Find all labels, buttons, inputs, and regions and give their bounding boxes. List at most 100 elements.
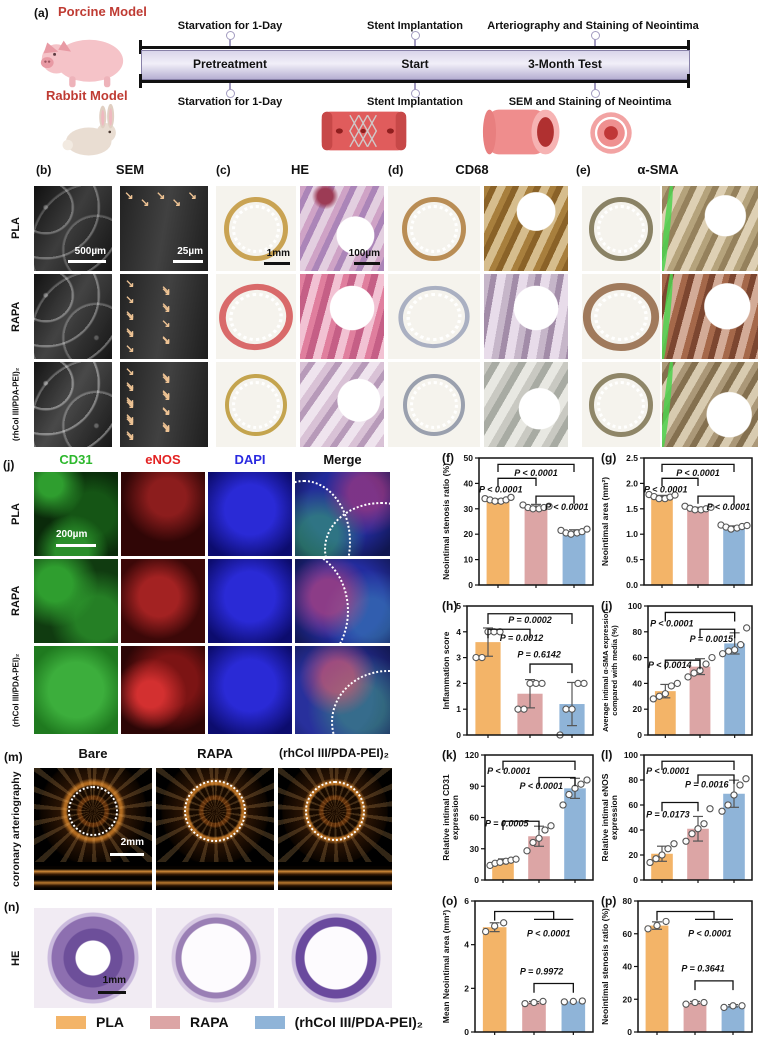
scalebar-label: 25µm xyxy=(177,246,203,257)
timeline-pin-stem xyxy=(594,39,596,46)
panel-letter: (p) xyxy=(601,894,617,908)
timeline-pin-icon xyxy=(591,89,600,98)
oct-image-rhcol xyxy=(278,768,392,890)
oct-image-bare: 2mm xyxy=(34,768,152,890)
svg-text:60: 60 xyxy=(633,653,643,663)
svg-text:100: 100 xyxy=(628,601,642,611)
panel-e-header: α-SMA xyxy=(637,162,679,177)
svg-text:P = 0.0016: P = 0.0016 xyxy=(685,780,729,790)
svg-text:Relative intimal eNOS: Relative intimal eNOS xyxy=(600,773,610,861)
svg-text:expression: expression xyxy=(609,795,619,840)
svg-text:Mean Neointimal area (mm²): Mean Neointimal area (mm²) xyxy=(441,910,451,1024)
svg-text:2.5: 2.5 xyxy=(626,453,638,463)
scalebar xyxy=(173,260,203,263)
svg-text:P < 0.0001: P < 0.0001 xyxy=(514,468,557,478)
row-label-pla: PLA xyxy=(10,503,22,525)
panel-e-letter: (e) xyxy=(576,163,591,177)
neointima-arrow-icon: ↘ xyxy=(125,293,135,306)
svg-text:30: 30 xyxy=(464,504,474,514)
dapi-fluoro-image xyxy=(208,646,292,734)
timeline-right-cap-top xyxy=(687,40,690,54)
timeline-bottom-label-3: SEM and Staining of Neointima xyxy=(508,96,672,108)
bar-chart-plot: 0 1 2 3 4 5 Inflammation score P = 0.0002 P = 0.… xyxy=(441,601,594,740)
row-label-rhcol: (rhCol III/PDA-PEI)₂ xyxy=(11,653,21,727)
fluoro-header-merge: Merge xyxy=(323,452,362,467)
he-ring-image xyxy=(216,274,296,359)
svg-text:100: 100 xyxy=(624,750,638,760)
svg-text:0: 0 xyxy=(456,730,461,740)
vessel-tube-illustration xyxy=(482,109,560,155)
svg-text:0: 0 xyxy=(637,730,642,740)
timeline-bottom-line xyxy=(140,80,690,83)
he-rabbit-image-rhcol xyxy=(278,908,392,1008)
svg-text:P < 0.0001: P < 0.0001 xyxy=(676,468,719,478)
svg-text:60: 60 xyxy=(623,929,633,939)
scalebar xyxy=(56,544,96,547)
svg-text:P = 0.9972: P = 0.9972 xyxy=(520,966,563,976)
svg-text:30: 30 xyxy=(470,844,480,854)
timeline-pin-stem xyxy=(414,39,416,46)
oct-image-rapa xyxy=(156,768,274,890)
panel-d-header: CD68 xyxy=(455,162,489,177)
timeline-pin-icon xyxy=(226,89,235,98)
panel-letter: (h) xyxy=(442,599,458,613)
bar-chart-plot: 0 20 40 60 80 Neointimal stenosis ratio (%) P … xyxy=(600,896,753,1037)
scalebar xyxy=(264,262,290,265)
neointima-arrow-icon: ↘ xyxy=(125,309,135,321)
he-rabbit-image-rapa xyxy=(156,908,274,1008)
bar-chart-plot: 0 10 20 30 40 50 Neointimal stenosis ratio (%)… xyxy=(441,453,594,590)
panel-a-letter: (a) xyxy=(34,6,49,20)
legend-item-pla: PLA xyxy=(56,1014,124,1030)
legend-label-pla: PLA xyxy=(96,1014,124,1030)
cd31-fluoro-image: 200µm xyxy=(34,472,118,556)
svg-text:10: 10 xyxy=(464,555,474,565)
asma-ring-image xyxy=(582,186,660,271)
neointima-arrow-icon: ↘ xyxy=(161,335,171,348)
timeline-pin-icon xyxy=(411,89,420,98)
neointima-arrow-icon: ↘ xyxy=(161,421,171,434)
svg-text:80: 80 xyxy=(633,627,643,637)
cd68-ring-image xyxy=(388,186,480,271)
timeline-phase-start: Start xyxy=(401,57,429,71)
chart-mean-neointimal-area-rabbit: 0 2 4 6 Mean Neointimal area (mm²) P < 0.0001… xyxy=(441,893,599,1044)
timeline-top-label-1: Starvation for 1-Day xyxy=(177,20,283,32)
svg-text:1.0: 1.0 xyxy=(626,529,638,539)
svg-text:P < 0.0001: P < 0.0001 xyxy=(479,484,522,494)
timeline-pin-stem xyxy=(414,83,416,90)
svg-text:40: 40 xyxy=(633,678,643,688)
bar-chart-plot: 0 30 60 90 120 Relative intimal CD31 expressio… xyxy=(441,750,594,885)
oct-header-rapa: RAPA xyxy=(197,746,233,761)
panel-b-header: SEM xyxy=(115,162,145,177)
panel-letter: (k) xyxy=(442,748,457,762)
cd68-ring-image xyxy=(388,362,480,447)
svg-text:20: 20 xyxy=(464,529,474,539)
timeline-pin-icon xyxy=(411,31,420,40)
scalebar xyxy=(68,260,106,263)
svg-text:6: 6 xyxy=(464,896,469,906)
timeline-left-cap-bottom xyxy=(139,74,142,88)
chart-inflammation-score: 0 1 2 3 4 5 Inflammation score P = 0.0002 P = 0.… xyxy=(441,598,599,747)
bar-chart-plot: 0.0 0.5 1.0 1.5 2.0 2.5 Neointimal area (mm²) P… xyxy=(600,453,753,590)
svg-text:80: 80 xyxy=(629,775,639,785)
fluoro-header-enos: eNOS xyxy=(145,452,181,467)
porcine-model-label: Porcine Model xyxy=(58,4,147,19)
neointima-arrow-icon: ↘ xyxy=(124,189,134,202)
svg-text:P < 0.0001: P < 0.0001 xyxy=(646,766,689,776)
legend-swatch-pla xyxy=(56,1015,86,1029)
svg-text:90: 90 xyxy=(470,781,480,791)
sem-low-image: 500µm xyxy=(34,186,112,271)
scalebar-label: 500µm xyxy=(74,246,106,257)
neointima-arrow-icon: ↘ xyxy=(161,286,171,299)
scalebar-label: 1mm xyxy=(102,975,126,986)
neointima-arrow-icon: ↘ xyxy=(125,381,135,394)
enos-fluoro-image xyxy=(121,559,205,643)
svg-text:P < 0.0001: P < 0.0001 xyxy=(527,928,570,938)
svg-text:20: 20 xyxy=(633,704,643,714)
merge-fluoro-image xyxy=(295,472,390,556)
svg-text:Neointimal stenosis ratio (%): Neointimal stenosis ratio (%) xyxy=(600,908,610,1025)
rabbit-model-label: Rabbit Model xyxy=(46,88,128,103)
neointima-arrow-icon: ↘ xyxy=(125,414,135,426)
neointima-arrow-icon: ↘ xyxy=(161,370,171,383)
legend-label-rhcol: (rhCol III/PDA-PEI)₂ xyxy=(294,1014,423,1030)
neointima-arrow-icon: ↘ xyxy=(161,404,171,417)
